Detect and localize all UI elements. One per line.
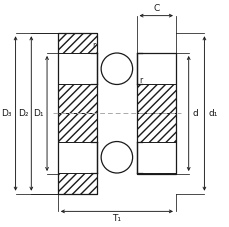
Bar: [136, 173, 175, 174]
Text: T₁: T₁: [112, 214, 121, 223]
Bar: [136, 113, 175, 141]
Bar: [136, 84, 175, 113]
Bar: [58, 84, 97, 113]
Circle shape: [101, 141, 132, 173]
Bar: [136, 53, 175, 174]
Text: d₁: d₁: [207, 109, 217, 118]
Text: D₁: D₁: [33, 109, 44, 118]
Bar: [58, 33, 97, 53]
Text: D₂: D₂: [18, 109, 28, 118]
Bar: [58, 33, 97, 194]
Text: r: r: [92, 41, 95, 50]
Text: d: d: [192, 109, 197, 118]
Bar: [58, 173, 97, 194]
Text: D₃: D₃: [1, 109, 12, 118]
Bar: [58, 113, 97, 141]
Text: r: r: [139, 76, 142, 85]
Circle shape: [101, 53, 132, 84]
Text: C: C: [153, 4, 159, 13]
